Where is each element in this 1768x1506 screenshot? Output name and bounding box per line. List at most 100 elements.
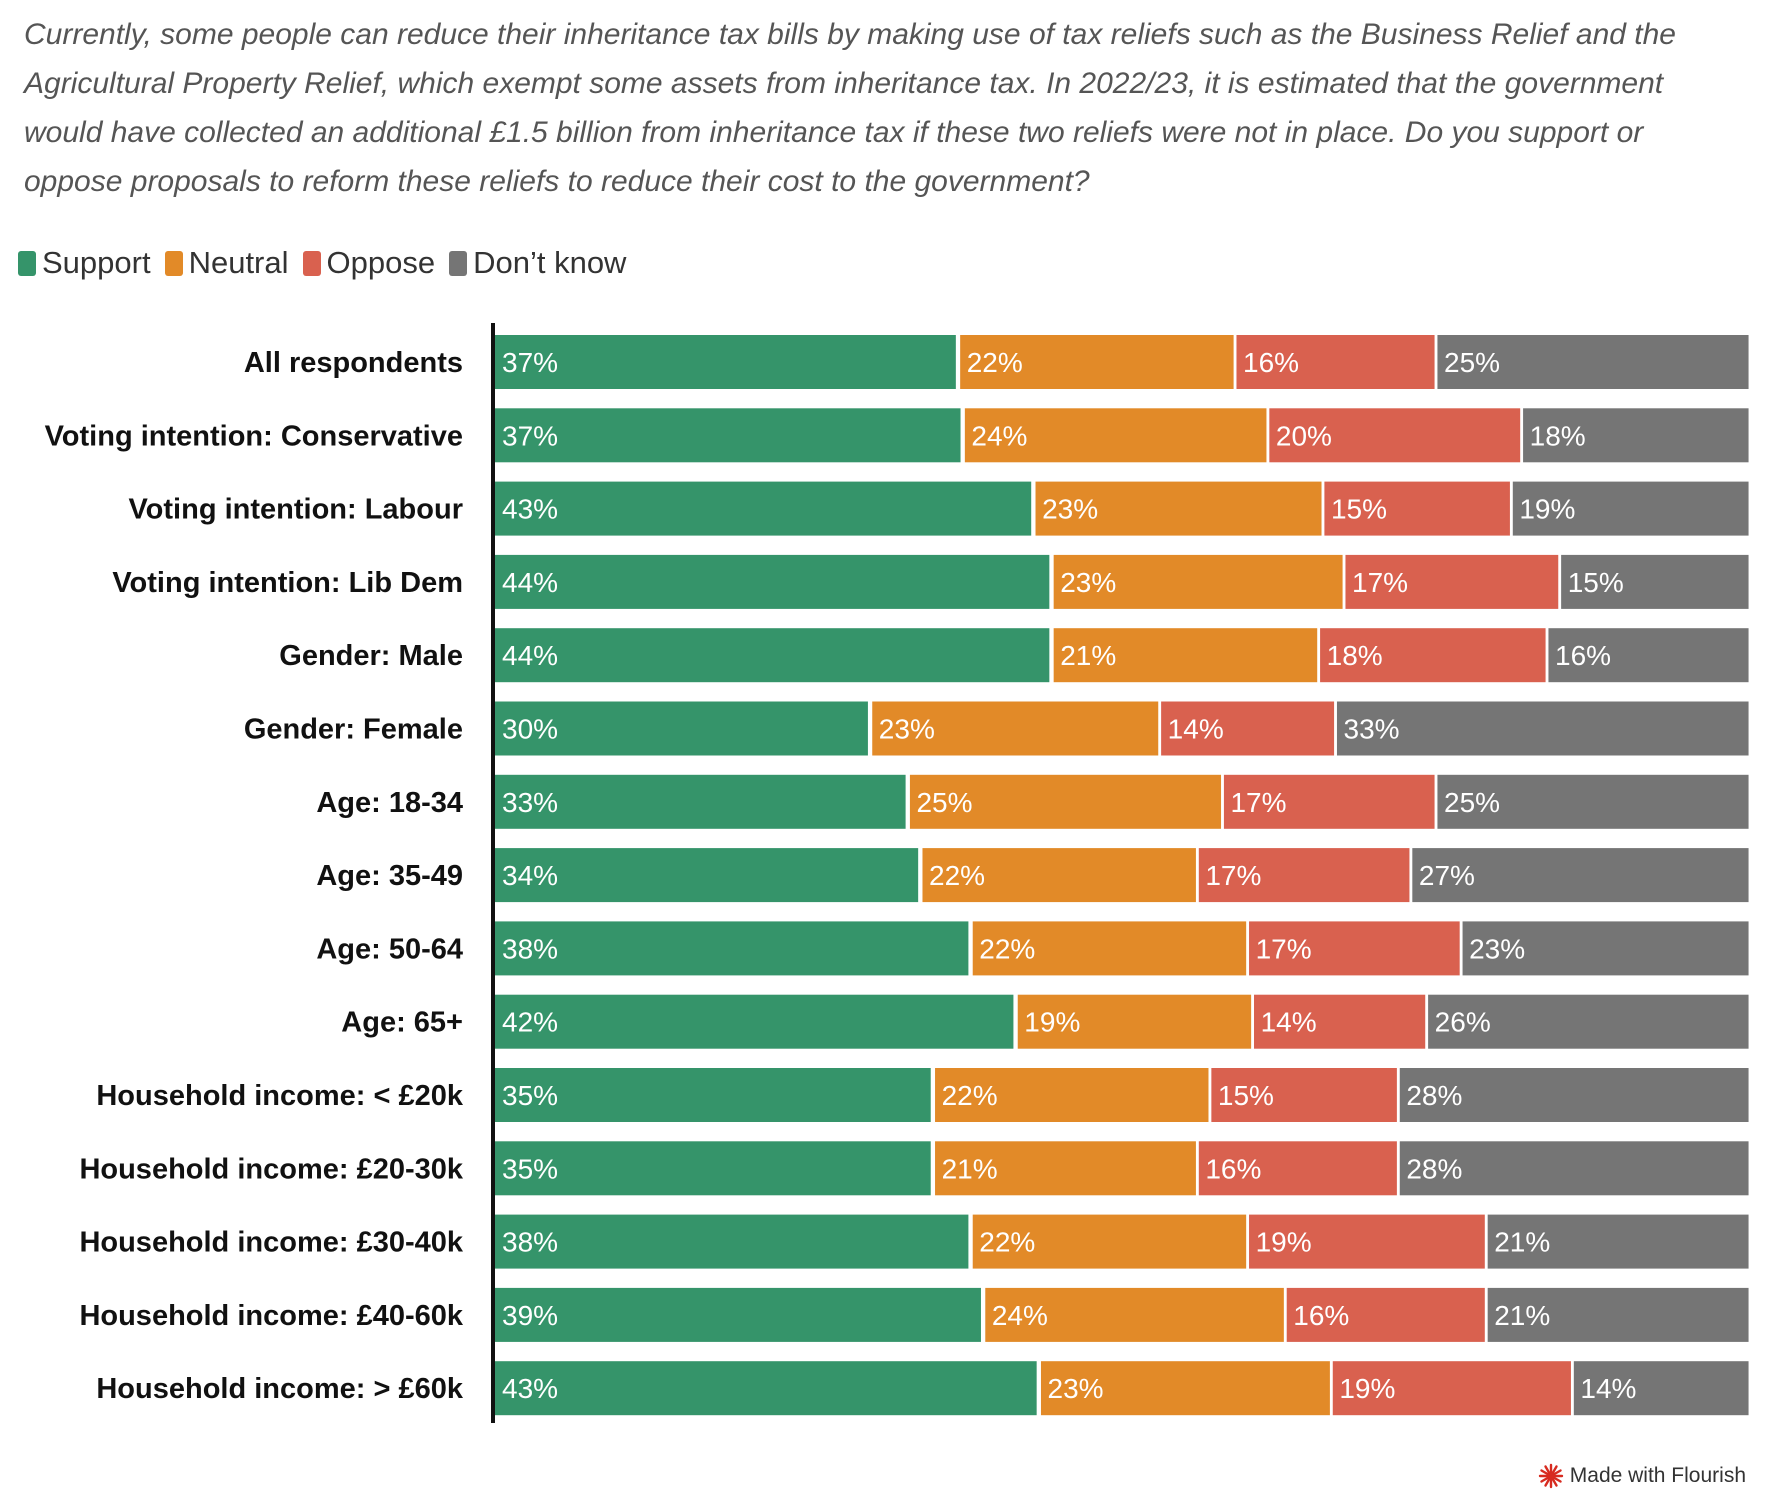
- bar-segment-support[interactable]: [494, 1361, 1037, 1416]
- bar-segment-neutral[interactable]: [1040, 1361, 1330, 1416]
- bar-segment-don-t-know[interactable]: [1437, 335, 1749, 389]
- bar-segment-oppose[interactable]: [1249, 1214, 1485, 1269]
- data-label: 43%: [502, 494, 558, 525]
- bar-segment-neutral[interactable]: [935, 1141, 1196, 1196]
- category-label: Age: 18-34: [316, 787, 463, 819]
- data-label: 39%: [502, 1300, 558, 1331]
- bar-segment-neutral[interactable]: [1053, 554, 1343, 609]
- bar-segment-don-t-know[interactable]: [1573, 1361, 1749, 1416]
- bar-segment-support[interactable]: [494, 481, 1032, 536]
- bar-segment-don-t-know[interactable]: [1437, 774, 1749, 829]
- bar-segment-oppose[interactable]: [1286, 1287, 1485, 1342]
- bar-segment-oppose[interactable]: [1198, 1141, 1397, 1196]
- bar-segment-oppose[interactable]: [1345, 554, 1559, 609]
- bar-segment-don-t-know[interactable]: [1487, 1214, 1749, 1269]
- bar-segment-don-t-know[interactable]: [1399, 1141, 1749, 1196]
- legend-swatch: [449, 250, 468, 276]
- bar-segment-don-t-know[interactable]: [1523, 408, 1749, 463]
- flourish-starburst-icon: [1538, 1463, 1563, 1489]
- bar-segment-neutral[interactable]: [1035, 481, 1322, 536]
- bar-segment-support[interactable]: [494, 848, 919, 903]
- category-label: Age: 65+: [341, 1007, 463, 1039]
- data-label: 21%: [942, 1153, 998, 1184]
- legend-label: Don’t know: [473, 245, 627, 280]
- data-label: 21%: [1060, 640, 1116, 671]
- legend-item-don-t-know[interactable]: Don’t know: [449, 245, 626, 281]
- data-label: 20%: [1276, 420, 1332, 451]
- data-label: 26%: [1435, 1007, 1491, 1038]
- bar-segment-oppose[interactable]: [1324, 481, 1510, 536]
- bar-segment-support[interactable]: [494, 335, 956, 389]
- data-label: 23%: [1048, 1373, 1104, 1404]
- bar-segment-support[interactable]: [494, 1141, 931, 1196]
- made-with-flourish-badge[interactable]: Made with Flourish: [1538, 1463, 1746, 1489]
- stacked-bar-chart: All respondents 37% 22% 16% 25% Voting intent…: [45, 323, 1749, 1423]
- bar-segment-support[interactable]: [494, 628, 1050, 683]
- chart-legend: Support Neutral Oppose Don’t know: [18, 243, 640, 283]
- bar-segment-neutral[interactable]: [972, 921, 1247, 976]
- data-label: 21%: [1494, 1300, 1550, 1331]
- bar-segment-don-t-know[interactable]: [1399, 1068, 1749, 1122]
- bar-segment-support[interactable]: [494, 408, 961, 463]
- legend-item-oppose[interactable]: Oppose: [302, 245, 436, 281]
- bar-segment-neutral[interactable]: [972, 1214, 1247, 1269]
- bar-segment-don-t-know[interactable]: [1336, 701, 1749, 756]
- bar-segment-don-t-know[interactable]: [1561, 554, 1749, 609]
- bar-segment-support[interactable]: [494, 774, 906, 829]
- bar-segment-support[interactable]: [494, 1068, 931, 1122]
- data-label: 18%: [1327, 640, 1383, 671]
- data-label: 24%: [992, 1300, 1048, 1331]
- footer-text: Made with Flourish: [1569, 1464, 1746, 1487]
- bar-segment-oppose[interactable]: [1236, 335, 1435, 389]
- bar-segment-oppose[interactable]: [1269, 408, 1521, 463]
- bar-segment-don-t-know[interactable]: [1428, 994, 1749, 1049]
- bar-segment-support[interactable]: [494, 1214, 969, 1269]
- data-label: 17%: [1352, 567, 1408, 598]
- bar-segment-oppose[interactable]: [1254, 994, 1426, 1049]
- data-label: 37%: [502, 347, 558, 378]
- bar-segment-don-t-know[interactable]: [1412, 848, 1749, 903]
- bar-segment-don-t-know[interactable]: [1512, 481, 1749, 536]
- bar-segment-neutral[interactable]: [909, 774, 1222, 829]
- bar-segment-oppose[interactable]: [1223, 774, 1435, 829]
- bar-segment-support[interactable]: [494, 994, 1014, 1049]
- bar-segment-oppose[interactable]: [1198, 848, 1410, 903]
- bar-segment-oppose[interactable]: [1320, 628, 1546, 683]
- legend-swatch: [18, 250, 36, 276]
- bar-segment-support[interactable]: [494, 554, 1050, 609]
- bar-segment-support[interactable]: [494, 701, 868, 756]
- data-label: 38%: [502, 1227, 558, 1258]
- legend-label: Oppose: [326, 245, 436, 280]
- bar-segment-neutral[interactable]: [935, 1068, 1209, 1122]
- bar-segment-oppose[interactable]: [1332, 1361, 1571, 1416]
- data-label: 23%: [1060, 567, 1116, 598]
- bar-segment-support[interactable]: [494, 1287, 981, 1342]
- bar-segment-don-t-know[interactable]: [1548, 628, 1749, 683]
- data-label: 43%: [502, 1373, 558, 1404]
- category-label: Household income: £40-60k: [79, 1300, 463, 1332]
- bar-segment-support[interactable]: [494, 921, 969, 976]
- bar-segment-don-t-know[interactable]: [1487, 1287, 1749, 1342]
- bar-segment-oppose[interactable]: [1161, 701, 1335, 756]
- data-label: 18%: [1530, 420, 1586, 451]
- data-label: 16%: [1205, 1153, 1261, 1184]
- data-label: 19%: [1024, 1007, 1080, 1038]
- bar-segment-oppose[interactable]: [1211, 1068, 1397, 1122]
- bar-segment-neutral[interactable]: [872, 701, 1159, 756]
- category-label: Household income: > £60k: [96, 1373, 464, 1405]
- bar-segment-neutral[interactable]: [985, 1287, 1284, 1342]
- data-label: 14%: [1261, 1007, 1317, 1038]
- category-label: Voting intention: Lib Dem: [112, 567, 463, 599]
- bar-segment-neutral[interactable]: [922, 848, 1196, 903]
- bar-segment-neutral[interactable]: [1017, 994, 1252, 1049]
- bar-segment-oppose[interactable]: [1249, 921, 1460, 976]
- legend-item-neutral[interactable]: Neutral: [164, 245, 289, 281]
- bar-segment-neutral[interactable]: [960, 335, 1234, 389]
- category-label: Household income: < £20k: [96, 1080, 464, 1112]
- data-label: 14%: [1168, 714, 1224, 745]
- data-label: 22%: [942, 1080, 998, 1111]
- bar-segment-don-t-know[interactable]: [1462, 921, 1749, 976]
- bar-segment-neutral[interactable]: [964, 408, 1267, 463]
- bar-segment-neutral[interactable]: [1053, 628, 1318, 683]
- legend-item-support[interactable]: Support: [18, 245, 151, 281]
